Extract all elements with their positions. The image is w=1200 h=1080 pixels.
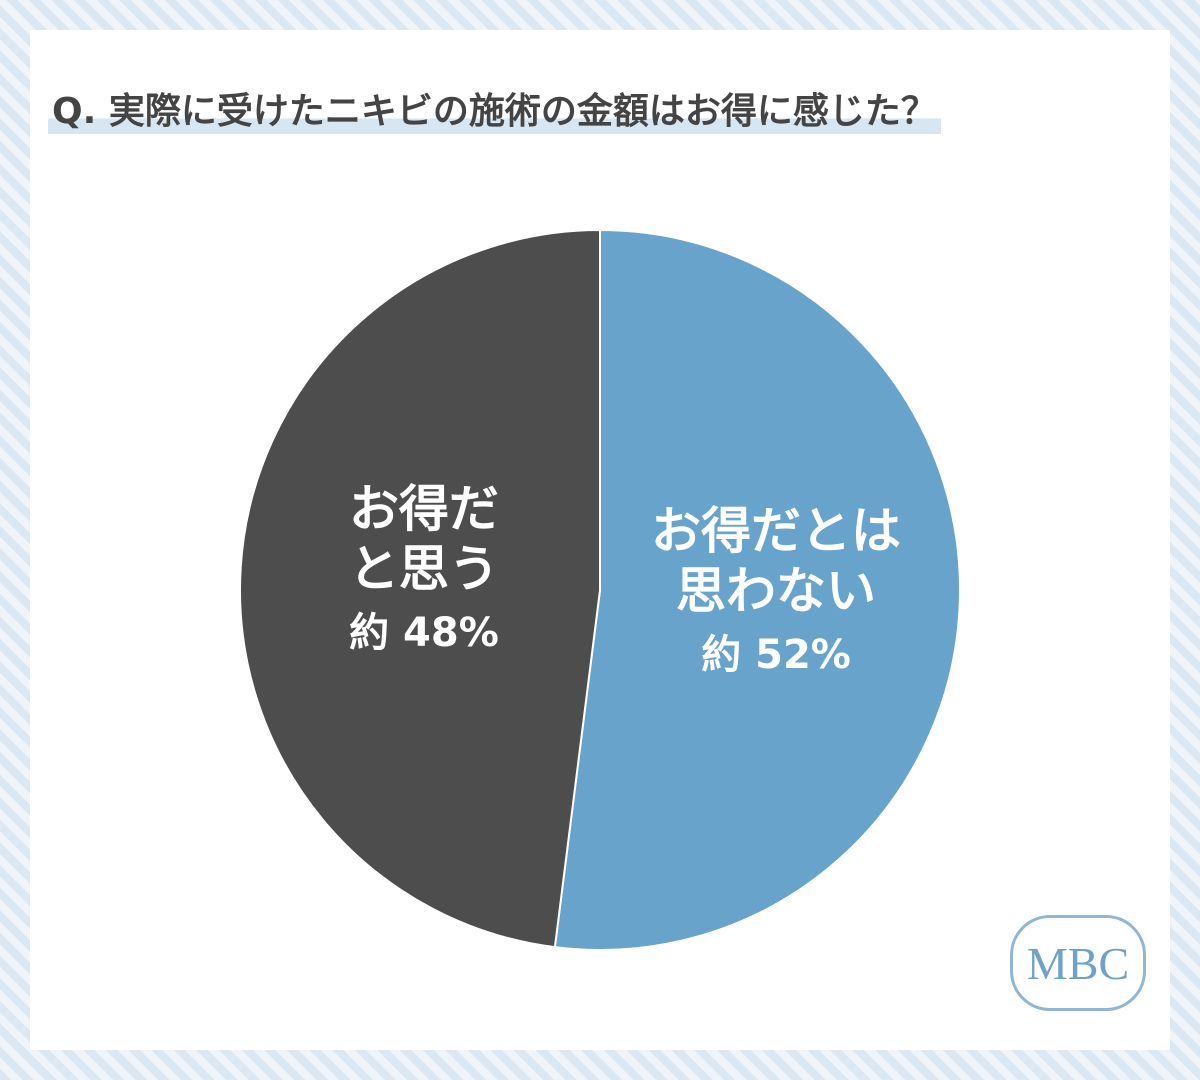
slice-label: お得だとは思わない [651,502,902,621]
pie-slice [239,228,601,949]
chart-title: Q. 実際に受けたニキビの施術の金額はお得に感じた？ [48,82,941,134]
logo: MBC [1010,915,1146,1011]
slice-label: お得だと思う [348,479,499,598]
pie-slice [553,228,962,951]
value-label: 約 48% [349,609,499,656]
value-label: 約 52% [701,632,851,679]
